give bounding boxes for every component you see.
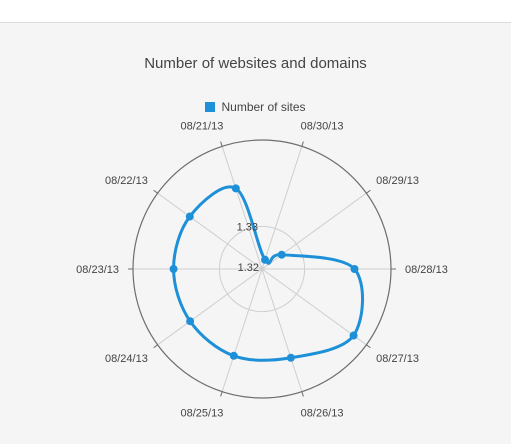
category-tick: [366, 189, 371, 194]
category-tick: [153, 189, 158, 194]
category-label: 08/23/13: [76, 264, 119, 276]
data-point[interactable]: [261, 255, 270, 264]
category-tick: [301, 141, 304, 147]
chart-legend[interactable]: Number of sites: [0, 100, 511, 114]
radial-grid: [133, 146, 391, 392]
category-label: 08/28/13: [405, 264, 448, 276]
data-point[interactable]: [169, 265, 178, 273]
grid-spoke: [261, 268, 303, 392]
category-label: 08/29/13: [376, 175, 419, 187]
category-tick: [153, 344, 158, 349]
category-axis: 08/30/13 08/29/13 08/28/13 08/27/13 08/26/13…: [76, 120, 448, 419]
category-label: 08/25/13: [181, 408, 224, 420]
category-label: 08/30/13: [301, 120, 344, 132]
data-point[interactable]: [277, 250, 286, 259]
data-point[interactable]: [286, 353, 295, 362]
legend-label: Number of sites: [221, 100, 306, 114]
category-tick: [220, 391, 223, 397]
data-point[interactable]: [349, 331, 358, 340]
series-number-of-sites[interactable]: [169, 184, 365, 362]
radial-tick-label: 1.33: [237, 221, 258, 233]
category-label: 08/26/13: [301, 408, 344, 420]
grid-spoke: [157, 268, 263, 346]
category-label: 08/22/13: [105, 175, 148, 187]
top-toolbar-strip: [0, 0, 511, 23]
radial-tick-label: 1.32: [238, 262, 259, 274]
grid-spoke: [261, 146, 303, 270]
category-label: 08/21/13: [181, 120, 224, 132]
category-label: 08/24/13: [105, 353, 148, 365]
data-point[interactable]: [229, 351, 238, 360]
data-point[interactable]: [231, 184, 240, 193]
chart-title: Number of websites and domains: [144, 55, 367, 72]
legend-swatch: [205, 102, 216, 112]
radial-axis-labels: 1.32 1.33: [237, 221, 259, 274]
grid-spoke: [157, 192, 263, 270]
category-tick: [301, 391, 304, 397]
data-point[interactable]: [350, 265, 359, 273]
grid-spoke: [221, 268, 263, 392]
category-label: 08/27/13: [376, 353, 419, 365]
data-point[interactable]: [186, 317, 195, 326]
category-tick: [366, 344, 371, 349]
category-tick: [220, 141, 223, 147]
grid-spoke: [221, 146, 263, 270]
grid-spoke: [261, 268, 367, 346]
data-point[interactable]: [185, 212, 194, 221]
